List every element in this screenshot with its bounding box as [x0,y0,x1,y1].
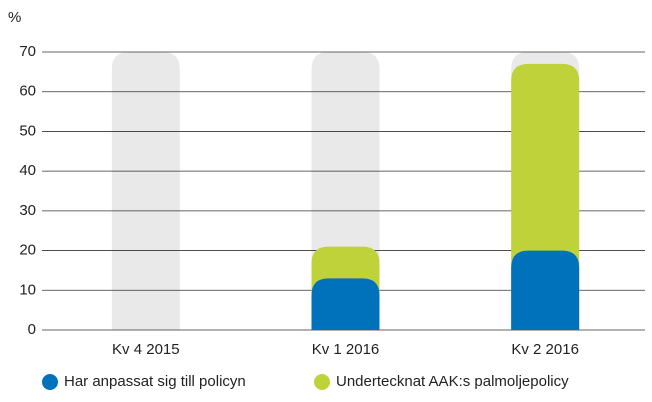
legend-label: Undertecknat AAK:s palmoljepolicy [336,373,569,390]
y-tick-label: 50 [19,122,36,139]
y-tick-label: 0 [28,321,36,338]
y-tick-label: 70 [19,43,36,60]
y-tick-label: 20 [19,242,36,259]
bar-segment [311,278,380,330]
y-tick-label: 10 [19,281,36,298]
y-tick-label: 60 [19,83,36,100]
x-tick-label: Kv 1 2016 [312,341,380,358]
y-axis-label: % [8,9,21,26]
legend-marker [314,374,330,390]
x-tick-label: Kv 2 2016 [511,341,579,358]
legend-marker [42,374,58,390]
legend-label: Har anpassat sig till policyn [64,373,246,390]
y-tick-label: 30 [19,202,36,219]
x-tick-label: Kv 4 2015 [112,341,180,358]
bar-background [111,52,180,330]
y-tick-label: 40 [19,162,36,179]
bar-segment [511,250,580,330]
